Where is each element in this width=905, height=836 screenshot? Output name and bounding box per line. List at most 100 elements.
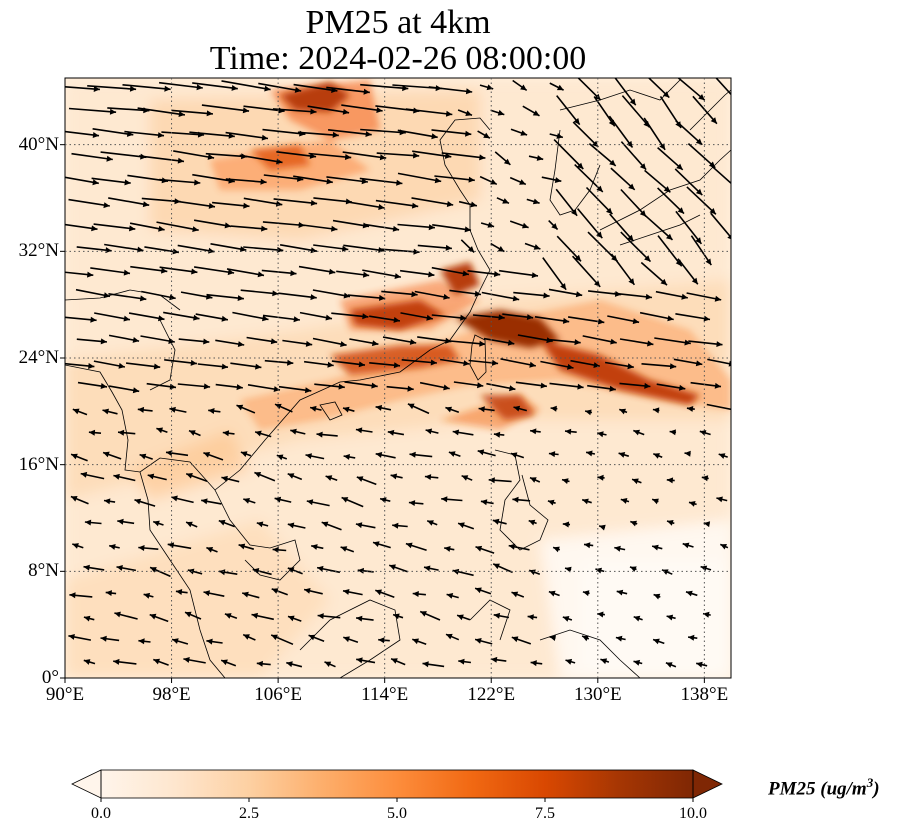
wind-arrow-head bbox=[196, 84, 203, 91]
wind-arrow-head bbox=[402, 85, 409, 92]
wind-arrow-head bbox=[287, 473, 295, 479]
wind-arrow-head bbox=[540, 382, 547, 389]
wind-arrow-head bbox=[257, 271, 264, 278]
wind-arrow-head bbox=[468, 176, 475, 183]
wind-arrow bbox=[608, 115, 634, 148]
wind-arrow-head bbox=[243, 498, 250, 504]
wind-arrow-head bbox=[520, 130, 528, 136]
wind-arrow-head bbox=[355, 522, 363, 529]
wind-arrow-head bbox=[361, 178, 368, 185]
wind-arrow bbox=[706, 403, 731, 411]
wind-arrow-head bbox=[321, 521, 329, 528]
wind-arrow bbox=[432, 224, 472, 231]
wind-arrow-head bbox=[317, 565, 324, 572]
wind-arrow-head bbox=[304, 387, 312, 394]
wind-arrow-head bbox=[420, 611, 427, 617]
wind-arrow-head bbox=[457, 614, 464, 621]
wind-arrow-head bbox=[710, 117, 717, 124]
wind-arrow-head bbox=[290, 270, 297, 277]
wind-arrow bbox=[108, 197, 150, 206]
wind-arrow-head bbox=[221, 363, 228, 370]
wind-arrow-head bbox=[498, 314, 505, 321]
wind-arrow-head bbox=[474, 290, 481, 297]
wind-arrow-head bbox=[287, 522, 295, 529]
wind-arrow-head bbox=[488, 477, 495, 484]
wind-arrow-head bbox=[667, 315, 674, 322]
wind-arrow bbox=[243, 197, 283, 206]
wind-arrow-head bbox=[562, 616, 570, 622]
wind-arrow bbox=[620, 188, 647, 218]
wind-arrow-head bbox=[731, 407, 738, 413]
wind-arrow-head bbox=[618, 452, 626, 458]
wind-arrow-head bbox=[445, 337, 452, 344]
wind-arrow-head bbox=[153, 363, 161, 370]
wind-arrow bbox=[262, 314, 300, 321]
wind-arrow-head bbox=[689, 501, 696, 507]
wind-arrow-head bbox=[467, 246, 475, 253]
wind-arrow-head bbox=[431, 133, 438, 140]
wind-arrow-head bbox=[428, 271, 435, 278]
wind-arrow-head bbox=[512, 496, 519, 503]
wind-arrow-head bbox=[189, 430, 196, 436]
wind-arrow bbox=[513, 291, 550, 297]
wind-arrow bbox=[90, 267, 131, 275]
wind-arrow-head bbox=[92, 132, 99, 138]
wind-arrow-head bbox=[596, 231, 603, 239]
wind-arrow-head bbox=[522, 222, 529, 229]
wind-arrow-head bbox=[150, 567, 157, 573]
wind-arrow-head bbox=[412, 638, 419, 645]
wind-arrow bbox=[258, 82, 302, 92]
wind-arrow-head bbox=[628, 183, 635, 190]
wind-arrow-head bbox=[644, 382, 651, 389]
wind-arrow-head bbox=[239, 246, 247, 252]
wind-arrow-head bbox=[178, 111, 185, 117]
wind-arrow bbox=[577, 78, 602, 101]
wind-arrow bbox=[359, 177, 403, 185]
wind-arrow bbox=[434, 175, 475, 182]
wind-arrow-head bbox=[575, 291, 583, 298]
wind-arrow-head bbox=[667, 520, 674, 526]
wind-arrow-head bbox=[132, 337, 140, 343]
wind-arrow-head bbox=[614, 545, 621, 552]
wind-arrow-head bbox=[275, 200, 283, 207]
wind-arrow-head bbox=[203, 590, 210, 597]
wind-arrow-head bbox=[308, 634, 316, 641]
wind-arrow-head bbox=[519, 179, 526, 185]
wind-arrow-head bbox=[458, 522, 465, 529]
wind-arrow-head bbox=[332, 131, 339, 138]
wind-arrow-head bbox=[316, 431, 323, 438]
wind-arrow-head bbox=[251, 612, 258, 619]
y-tick-label: 40°N bbox=[18, 133, 59, 155]
wind-arrow bbox=[156, 221, 199, 231]
wind-arrow bbox=[137, 107, 186, 116]
wind-arrow-head bbox=[100, 635, 107, 642]
wind-arrow-head bbox=[142, 201, 150, 208]
wind-arrow bbox=[192, 173, 235, 183]
wind-arrow-head bbox=[727, 234, 731, 240]
wind-arrow-head bbox=[272, 290, 279, 297]
wind-arrow bbox=[232, 311, 269, 321]
wind-arrow bbox=[614, 78, 637, 106]
wind-arrow-head bbox=[716, 496, 723, 503]
wind-arrow-head bbox=[326, 178, 333, 185]
wind-arrow-head bbox=[114, 611, 121, 618]
wind-arrow-head bbox=[441, 496, 448, 503]
wind-arrow-head bbox=[582, 498, 589, 505]
wind-arrow-head bbox=[393, 362, 400, 369]
wind-arrow-head bbox=[562, 521, 570, 528]
wind-arrow-head bbox=[700, 565, 708, 572]
wind-arrow bbox=[687, 143, 716, 169]
wind-arrow-head bbox=[105, 590, 112, 596]
wind-arrow-head bbox=[701, 475, 709, 482]
wind-arrow-head bbox=[294, 87, 302, 93]
wind-arrow-head bbox=[405, 542, 413, 549]
wind-arrow-head bbox=[109, 544, 116, 550]
wind-arrow-head bbox=[716, 341, 723, 347]
wind-arrow-head bbox=[274, 496, 282, 503]
wind-arrow-head bbox=[574, 339, 581, 346]
wind-arrow-head bbox=[444, 153, 452, 159]
wind-arrow-head bbox=[661, 569, 669, 575]
wind-arrow-head bbox=[606, 207, 613, 215]
wind-arrow-head bbox=[530, 477, 537, 483]
wind-arrow-head bbox=[208, 202, 215, 209]
